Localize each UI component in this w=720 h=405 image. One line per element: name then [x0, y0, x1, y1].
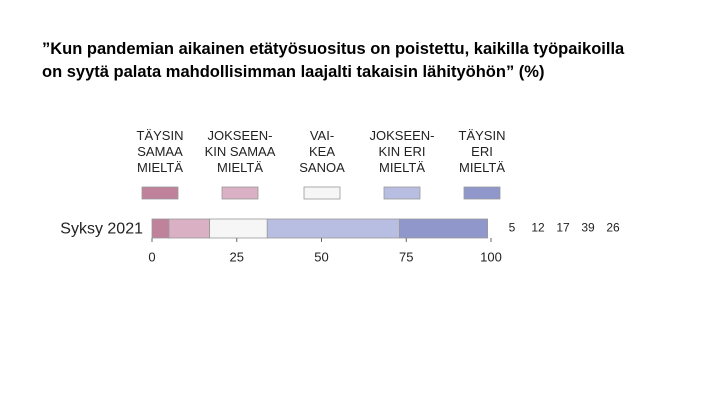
bar-segment	[168, 218, 211, 239]
x-tick-label: 0	[148, 249, 155, 264]
value-label: 5	[509, 221, 516, 235]
bar-segment	[151, 218, 170, 239]
value-label: 39	[581, 221, 595, 235]
legend-label: VAI- KEA SANOA	[299, 128, 345, 175]
bar-segment	[266, 218, 400, 239]
x-tick-label: 50	[314, 249, 328, 264]
x-tick-label: 100	[480, 249, 502, 264]
bar-segment	[399, 218, 489, 239]
value-label: 26	[606, 221, 620, 235]
chart-title: ”Kun pandemian aikainen etätyösuositus o…	[42, 40, 625, 81]
value-label: 12	[531, 221, 545, 235]
legend-swatch	[141, 186, 179, 200]
legend-label: TÄYSIN ERI MIELTÄ	[458, 128, 506, 175]
legend-label: JOKSEEN- KIN ERI MIELTÄ	[369, 128, 435, 175]
legend-swatch	[221, 186, 259, 200]
value-label: 17	[556, 221, 570, 235]
legend-swatch	[303, 186, 341, 200]
legend-label: TÄYSIN SAMAA MIELTÄ	[136, 128, 184, 175]
legend-swatch	[463, 186, 501, 200]
legend-swatch	[383, 186, 421, 200]
bar-segment	[209, 218, 268, 239]
category-label: Syksy 2021	[60, 221, 143, 238]
legend-label: JOKSEEN- KIN SAMAA MIELTÄ	[204, 128, 276, 175]
x-tick-label: 25	[230, 249, 244, 264]
x-tick-label: 75	[399, 249, 413, 264]
